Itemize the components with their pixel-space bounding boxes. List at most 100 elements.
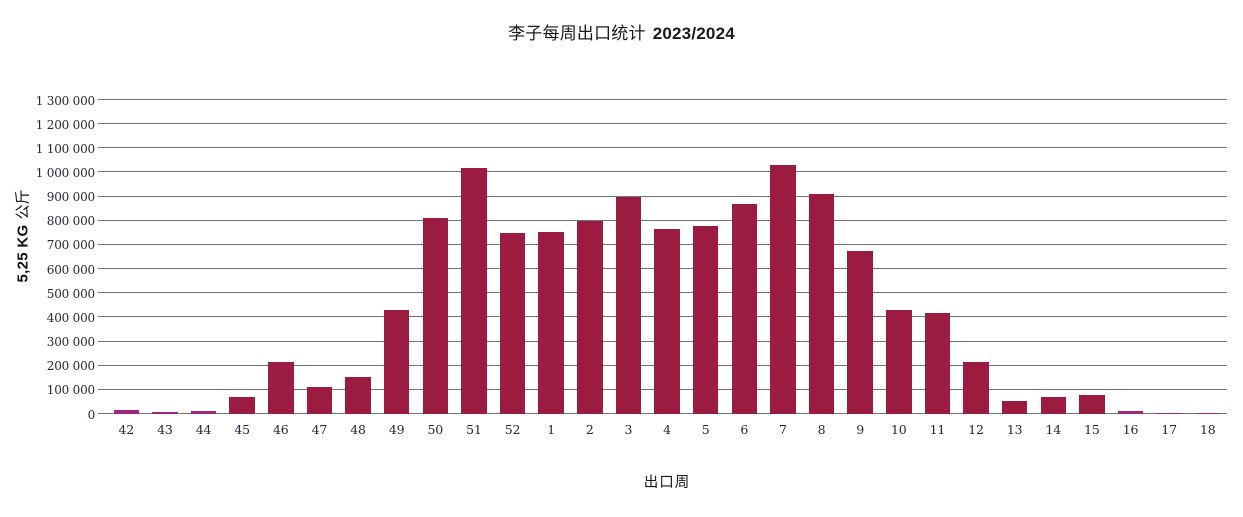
plot-area: 0 100 000 200 000 300 000 400 000 500 000 600 … [36,94,1227,422]
bar-week-18 [1195,412,1221,414]
bar-week-9 [847,250,873,414]
y-tick-mark [98,316,107,318]
x-tick-label: 51 [466,422,482,437]
x-tick-label: 3 [624,422,633,437]
x-tick-label: 45 [234,422,250,437]
gridline [107,195,1227,197]
bar-slot [300,100,339,414]
x-tick-label: 49 [388,422,405,437]
y-tick-mark [98,171,107,173]
y-tick-mark [98,99,107,100]
x-tick-label: 18 [1200,422,1216,437]
bar-week-7 [770,165,796,414]
bar-slot [957,100,996,414]
y-tick-mark [98,147,107,149]
y-tick-label: 1 100 000 [35,141,95,156]
bar-week-46 [268,362,294,414]
y-tick-label: 500 000 [46,286,95,301]
y-tick-label: 1 000 000 [35,165,95,180]
x-tick-label: 1 [547,422,556,437]
bar-slot [995,100,1034,414]
y-tick-label: 200 000 [46,359,95,374]
bar-slot [1189,100,1228,414]
bar-slot [1034,100,1073,414]
bar-week-2 [577,220,603,414]
y-tick-mark [98,123,107,125]
x-tick-label: 10 [891,422,907,437]
y-tick-label: 900 000 [46,190,95,205]
bar-week-6 [731,203,758,414]
bar-week-12 [963,362,989,414]
x-tick-label: 12 [968,422,984,437]
bar-slot [455,100,494,414]
y-tick-mark [98,195,107,197]
chart-title: 李子每周出口统计 2023/2024 [0,19,1243,44]
bar-slot [571,100,610,414]
bar-slot [493,100,532,414]
bar-slot [764,100,803,414]
bar-slot [262,100,301,414]
bar-slot [648,100,687,414]
y-tick-mark [98,388,107,390]
chart-title-season: 2023/2024 [652,24,735,43]
bar-slot [686,100,725,414]
x-tick-label: 7 [779,422,787,437]
bar-slot [1150,100,1189,414]
x-tick-label: 13 [1006,422,1023,437]
bar-week-1 [538,231,564,414]
bar-slot [223,100,262,414]
bar-slot [146,100,185,414]
x-tick-label: 9 [856,422,865,437]
bar-week-16 [1117,411,1144,414]
y-tick-mark [98,292,107,294]
bar-week-10 [886,310,912,414]
bar-week-43 [152,411,178,414]
x-tick-label: 48 [350,422,366,437]
bar-slot [184,100,223,414]
bar-slot [339,100,378,414]
gridline [107,123,1227,125]
y-tick-label: 100 000 [46,383,95,398]
gridline [107,99,1227,100]
bar-week-15 [1079,394,1105,414]
bar-slot [532,100,571,414]
x-tick-label: 15 [1084,422,1100,437]
bar-slot [725,100,764,414]
gridline [107,219,1227,221]
bar-week-13 [1001,400,1028,414]
y-tick-mark [98,413,107,414]
x-tick-label: 43 [157,422,173,437]
bar-slot [609,100,648,414]
bar-week-44 [190,411,217,414]
bar-week-49 [383,310,410,414]
x-tick-label: 42 [118,422,135,437]
y-tick-mark [98,268,107,270]
bar-week-47 [306,386,333,414]
x-tick-label: 14 [1045,422,1062,437]
gridline [107,171,1227,173]
bar-week-14 [1040,397,1067,414]
bar-week-50 [422,218,449,414]
bar-slot [1111,100,1150,414]
x-tick-label: 2 [585,422,594,437]
x-tick-label: 5 [701,422,710,437]
x-tick-label: 11 [929,422,946,437]
y-tick-label: 0 [87,407,96,422]
y-tick-label: 1 300 000 [35,93,95,108]
x-tick-label: 46 [273,422,289,437]
bar-week-48 [345,377,371,414]
bar-week-4 [654,229,680,414]
x-tick-label: 17 [1161,422,1177,437]
chart-title-main: 李子每周出口统计 [508,24,646,43]
x-tick-label: 6 [740,422,749,437]
x-tick-label: 52 [504,422,521,437]
bar-week-3 [615,196,642,414]
x-axis-labels: 42 43 44 45 46 47 48 49 50 51 52 1 2 3 4 5 6 7 8 9 10 11 12 13 1… [107,422,1227,437]
bar-week-52 [499,232,526,414]
bar-slot [918,100,957,414]
bar-slot [880,100,919,414]
y-tick-label: 300 000 [46,335,95,350]
y-tick-mark [98,219,107,221]
gridline [107,147,1227,149]
bars-row [107,100,1227,414]
